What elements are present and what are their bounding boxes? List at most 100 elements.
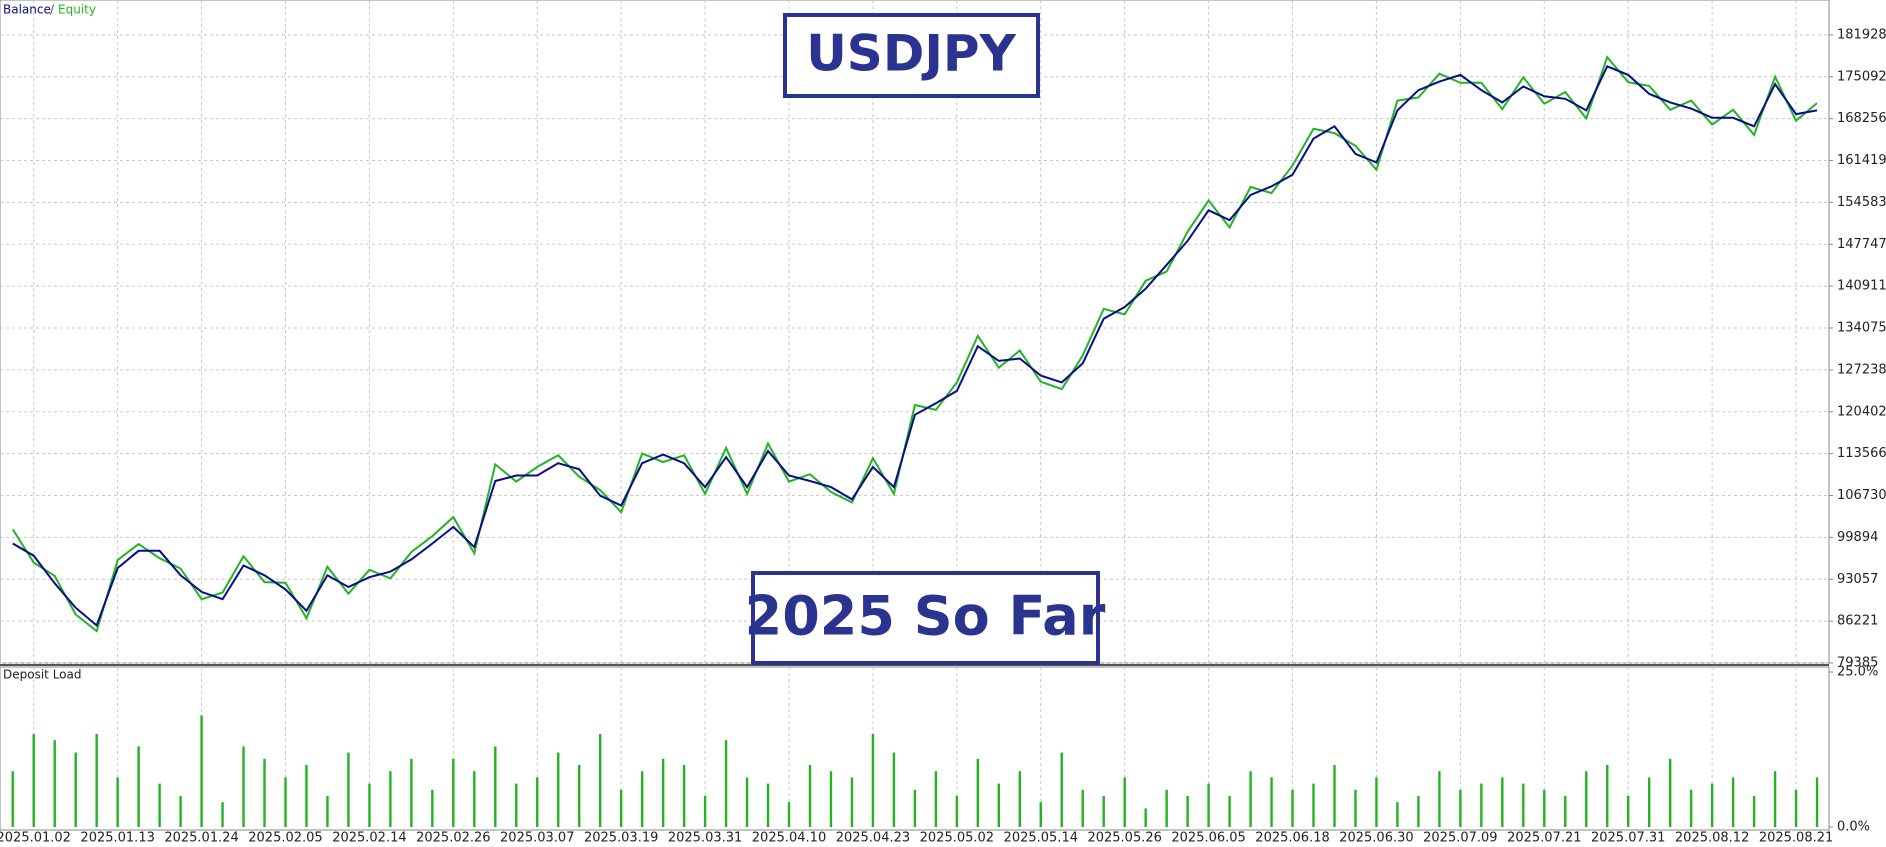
bar bbox=[1543, 789, 1546, 827]
bar bbox=[326, 796, 329, 827]
x-tick-label: 2025.04.23 bbox=[836, 831, 910, 846]
bar bbox=[1689, 789, 1693, 827]
y-tick-label: 134075 bbox=[1837, 321, 1886, 336]
annotation: 2025 So Far bbox=[745, 585, 1106, 648]
legend-equity: Equity bbox=[58, 3, 96, 17]
bar bbox=[1207, 783, 1210, 827]
y-tick-label: 140911 bbox=[1837, 279, 1886, 294]
bar bbox=[1752, 796, 1756, 827]
bar bbox=[431, 789, 434, 827]
y-tick-label: 175092 bbox=[1837, 69, 1886, 84]
x-tick-label: 2025.02.26 bbox=[416, 831, 490, 846]
bar bbox=[95, 734, 98, 827]
y-tick-label: 154583 bbox=[1837, 195, 1886, 210]
bar bbox=[913, 789, 917, 827]
bar bbox=[1249, 771, 1252, 827]
x-tick-label: 2025.05.26 bbox=[1087, 831, 1161, 846]
bar bbox=[1773, 771, 1777, 827]
x-tick-label: 2025.07.21 bbox=[1507, 831, 1581, 846]
bar bbox=[1522, 783, 1525, 827]
grid bbox=[0, 0, 1829, 830]
bar bbox=[74, 752, 77, 827]
bar bbox=[1647, 777, 1651, 827]
bar bbox=[787, 802, 791, 827]
annotation-box bbox=[783, 13, 1040, 98]
bar bbox=[871, 734, 875, 827]
x-tick-label: 2025.04.10 bbox=[752, 831, 826, 846]
y-tick-label: 25.0% bbox=[1837, 665, 1878, 680]
bar bbox=[640, 771, 644, 827]
y-tick-label: 79385 bbox=[1837, 656, 1878, 671]
bar bbox=[766, 783, 770, 827]
bar bbox=[1501, 777, 1504, 827]
bar bbox=[1627, 796, 1630, 827]
legend-balance: Balance bbox=[3, 3, 51, 17]
bar bbox=[389, 771, 392, 827]
bar bbox=[1815, 777, 1819, 827]
series-line bbox=[12, 65, 1818, 628]
x-tick-label: 2025.05.02 bbox=[920, 831, 994, 846]
bar bbox=[808, 765, 812, 827]
x-tick-label: 2025.01.02 bbox=[0, 831, 71, 846]
panel-title: Deposit Load bbox=[3, 668, 81, 682]
bar bbox=[1291, 789, 1294, 827]
y-tick-label: 181928 bbox=[1837, 27, 1886, 42]
bar bbox=[1794, 789, 1798, 827]
bar bbox=[976, 758, 980, 827]
bar bbox=[473, 771, 476, 827]
bar bbox=[116, 777, 119, 827]
y-tick-label: 93057 bbox=[1837, 572, 1878, 587]
x-tick-label: 2025.06.30 bbox=[1339, 831, 1413, 846]
bar bbox=[1312, 783, 1315, 827]
bar bbox=[1606, 765, 1609, 827]
bar bbox=[829, 771, 833, 827]
bar bbox=[410, 758, 413, 827]
bar bbox=[284, 777, 287, 827]
bar bbox=[1228, 796, 1231, 827]
marks bbox=[11, 55, 1819, 827]
bar bbox=[200, 715, 203, 827]
legend-separator: / bbox=[50, 3, 55, 17]
bar bbox=[179, 796, 182, 827]
y-tick-label: 99894 bbox=[1837, 530, 1878, 545]
bar bbox=[221, 802, 224, 827]
bar bbox=[1710, 783, 1714, 827]
x-tick-label: 2025.03.31 bbox=[668, 831, 742, 846]
bar bbox=[1417, 796, 1420, 827]
bar bbox=[1564, 796, 1567, 827]
bar bbox=[1585, 771, 1588, 827]
bar bbox=[892, 752, 896, 827]
x-tick-label: 2025.02.14 bbox=[332, 831, 406, 846]
bar bbox=[158, 783, 161, 827]
y-tick-label: 86221 bbox=[1837, 614, 1878, 629]
bar bbox=[515, 783, 518, 827]
bar bbox=[934, 771, 938, 827]
bar bbox=[1123, 777, 1126, 827]
annotation: USDJPY bbox=[806, 25, 1016, 83]
bar bbox=[682, 765, 686, 827]
bar bbox=[242, 746, 245, 827]
x-tick-label: 2025.03.19 bbox=[584, 831, 658, 846]
bar bbox=[1165, 789, 1168, 827]
bar bbox=[557, 752, 560, 827]
y-tick-label: 0.0% bbox=[1837, 820, 1870, 835]
bar bbox=[1480, 783, 1483, 827]
x-tick-label: 2025.08.21 bbox=[1759, 831, 1833, 846]
bar bbox=[724, 740, 728, 827]
bar bbox=[1081, 789, 1084, 827]
bar bbox=[494, 746, 497, 827]
y-tick-label: 147747 bbox=[1837, 237, 1886, 252]
x-tick-label: 2025.05.14 bbox=[1004, 831, 1078, 846]
series-line bbox=[11, 55, 1818, 633]
legend: Balance / Equity bbox=[3, 3, 96, 17]
bar bbox=[619, 789, 623, 827]
x-tick-label: 2025.07.09 bbox=[1423, 831, 1497, 846]
y-tick-label: 127238 bbox=[1837, 362, 1886, 377]
bar bbox=[347, 752, 350, 827]
bar bbox=[955, 796, 959, 827]
bar bbox=[1375, 777, 1378, 827]
bar bbox=[997, 783, 1001, 827]
bar bbox=[1144, 808, 1147, 827]
x-tick-label: 2025.01.13 bbox=[80, 831, 154, 846]
